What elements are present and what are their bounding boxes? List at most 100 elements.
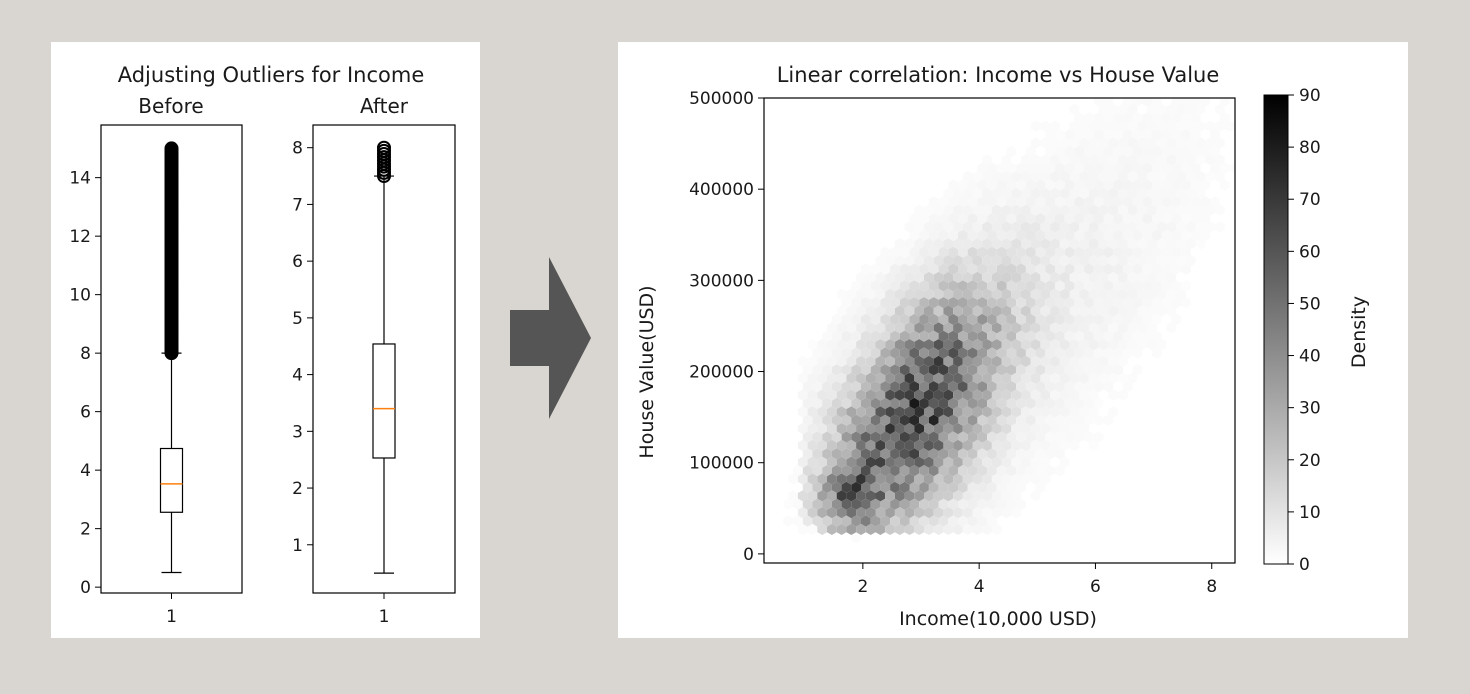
x-axis-label: Income(10,000 USD) (899, 608, 1097, 630)
hex-cell (1025, 364, 1036, 376)
hex-cell (1030, 490, 1041, 502)
hex-cell (1200, 229, 1211, 241)
hex-cell (1074, 280, 1085, 292)
hex-cell (1152, 145, 1162, 157)
hex-cell (1055, 196, 1065, 208)
hex-cell (991, 305, 1002, 317)
hex-cell (1195, 204, 1206, 216)
hex-cell (1006, 364, 1017, 376)
hex-cell (1074, 229, 1085, 241)
hex-cell (943, 456, 954, 468)
hex-cell (1098, 204, 1109, 216)
hex-cell (817, 355, 827, 367)
hex-cell (827, 355, 837, 367)
hex-cell (885, 355, 895, 367)
hex-cell (1147, 238, 1157, 250)
hex-cell (1103, 129, 1114, 141)
hex-cell (1152, 229, 1162, 241)
hex-cell (1035, 397, 1046, 409)
hex-cell (1147, 339, 1157, 351)
hex-cell (1035, 179, 1046, 191)
hex-cell (933, 339, 944, 351)
hex-cell (919, 498, 929, 510)
hex-cell (1006, 297, 1017, 309)
hex-cell (953, 523, 963, 535)
hex-cell (851, 313, 861, 325)
hex-cell (1093, 145, 1104, 157)
hex-cell (890, 448, 900, 460)
hex-cell (851, 448, 861, 460)
hex-cell (1011, 305, 1021, 317)
hex-cell (1132, 162, 1143, 174)
hex-cell (870, 481, 881, 493)
hex-cell (914, 490, 924, 502)
hex-cell (1006, 381, 1017, 393)
hex-cell (899, 481, 910, 493)
hex-cell (890, 263, 900, 275)
hex-cell (836, 322, 847, 334)
hex-cell (1113, 145, 1123, 157)
hex-cell (987, 263, 997, 275)
hex-cell (953, 372, 963, 384)
hex-cell (972, 322, 983, 334)
hex-cell (1103, 112, 1114, 124)
hex-cell (919, 280, 929, 292)
hex-cell (846, 322, 857, 334)
x-tick-label: 1 (379, 607, 390, 627)
hex-cell (1064, 397, 1075, 409)
hex-cell (890, 481, 900, 493)
hex-cell (919, 515, 929, 527)
y-tick-label: 0 (80, 578, 91, 598)
y-tick-label: 14 (69, 169, 91, 189)
hex-cell (904, 523, 915, 535)
hex-cell (962, 473, 973, 485)
hex-cell (996, 414, 1007, 426)
hex-cell (948, 364, 958, 376)
hex-cell (875, 389, 886, 401)
hex-cell (1006, 431, 1017, 443)
hex-cell (1050, 339, 1060, 351)
hex-cell (1040, 423, 1051, 435)
hex-cell (797, 355, 808, 367)
hex-cell (870, 381, 881, 393)
hex-cell (1055, 330, 1065, 342)
hex-cell (1045, 179, 1055, 191)
hex-cell (1113, 213, 1123, 225)
hex-cell (1113, 263, 1123, 275)
y-tick-label: 6 (80, 403, 91, 423)
hex-cell (967, 179, 978, 191)
hex-cell (972, 523, 983, 535)
hex-cell (1025, 330, 1036, 342)
hex-cell (1185, 187, 1196, 199)
hex-cell (1045, 213, 1055, 225)
hex-cell (948, 313, 958, 325)
hex-cell (1152, 162, 1162, 174)
hex-cell (1142, 145, 1152, 157)
hex-cell (943, 523, 954, 535)
hex-cell (1142, 98, 1152, 107)
hex-cell (1132, 364, 1143, 376)
hex-cell (924, 507, 934, 519)
hex-cell (996, 162, 1007, 174)
hex-cell (1050, 406, 1060, 418)
hex-cell (1079, 221, 1089, 233)
hex-cell (1166, 120, 1177, 132)
hex-cell (870, 431, 881, 443)
hex-cell (1219, 179, 1230, 191)
hex-cell (841, 347, 852, 359)
hex-cell (948, 498, 958, 510)
hex-cell (1156, 339, 1167, 351)
hex-cell (807, 507, 818, 519)
hex-cell (914, 305, 924, 317)
hex-cell (904, 271, 915, 283)
hex-cell (856, 507, 866, 519)
hex-cell (1079, 288, 1089, 300)
hex-cell (991, 439, 1002, 451)
hex-cell (1006, 414, 1017, 426)
hex-cell (856, 473, 866, 485)
hex-cell (938, 313, 949, 325)
hex-cell (1040, 137, 1051, 149)
hex-cell (1050, 171, 1060, 183)
hex-cell (1016, 330, 1026, 342)
hex-cell (822, 397, 832, 409)
